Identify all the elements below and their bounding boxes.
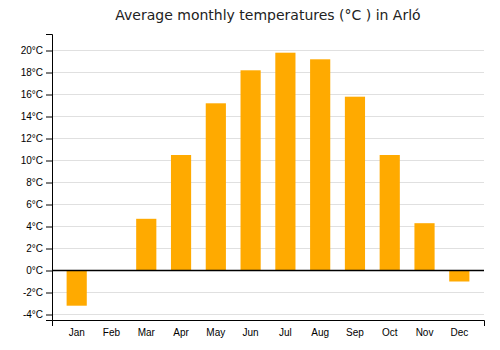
x-tick: Dec [450,327,468,338]
y-tick: 10°C [21,155,52,166]
grid-line [52,138,484,139]
y-tick: 4°C [26,221,52,232]
bar [275,53,295,271]
bar [414,223,434,270]
x-tick-label: Oct [382,327,398,338]
grid-line [52,292,484,293]
y-tick-label: 12°C [21,133,43,144]
x-tick: Jul [279,327,292,338]
y-tick: 18°C [21,67,52,78]
y-tick-mark [46,205,52,206]
y-tick-mark [46,73,52,74]
grid-line [52,182,484,183]
x-tick-label: Apr [173,327,189,338]
y-tick-label: 2°C [26,243,43,254]
bar [206,103,226,270]
y-tick-label: -2°C [23,287,43,298]
y-tick-mark [46,161,52,162]
bar [345,97,365,271]
y-tick-mark [46,139,52,140]
x-axis: Jan Feb Mar Apr May Jun Jul Aug Sep Oct Nov Dec [53,321,485,339]
x-tick: Mar [138,327,156,338]
y-tick-mark [46,315,52,316]
bar [136,219,156,271]
x-tick: Feb [103,327,121,338]
y-tick: 14°C [21,111,52,122]
title: Average monthly temperatures (°C ) in Ar… [115,7,420,23]
x-tick: Nov [416,327,434,338]
y-tick-label: 10°C [21,155,43,166]
y-tick-mark [46,51,52,52]
x-tick-label: Sep [346,327,364,338]
bars [52,53,484,306]
x-tick: Jan [69,327,85,338]
y-tick-label: 14°C [21,111,43,122]
x-tick-label: Aug [311,327,329,338]
x-tick-label: Dec [450,327,468,338]
y-tick-label: 6°C [26,199,43,210]
x-tick-label: Nov [416,327,434,338]
y-tick-mark [46,95,52,96]
y-tick: 12°C [21,133,52,144]
x-tick-label: Jan [69,327,85,338]
y-tick-label: 4°C [26,221,43,232]
x-tick: Jun [243,327,259,338]
y-tick: 16°C [21,89,52,100]
y-tick-mark [46,271,52,272]
chart: -4°C -2°C 0°C 2°C 4°C 6°C 8°C 10°C 12°C 14°C 16°C 1… [0,0,500,350]
grid [52,51,484,315]
x-tick: May [206,327,225,338]
y-tick-label: 16°C [21,89,43,100]
y-tick: 0°C [26,265,52,276]
y-tick-label: 0°C [26,265,43,276]
y-tick-mark [46,249,52,250]
y-tick-mark [46,183,52,184]
bar [310,59,330,270]
y-tick: 6°C [26,199,52,210]
x-tick: Sep [346,327,364,338]
bar [67,271,87,306]
y-tick-label: -4°C [23,309,43,320]
y-tick-mark [46,227,52,228]
y-tick-mark [46,117,52,118]
y-axis: -4°C -2°C 0°C 2°C 4°C 6°C 8°C 10°C 12°C 14°C 16°C 1… [21,35,53,321]
grid-line [52,72,484,73]
x-tick-label: Jun [243,327,259,338]
y-tick-label: 20°C [21,45,43,56]
y-tick: 20°C [21,45,52,56]
y-tick: -4°C [23,309,52,320]
x-tick: Apr [173,327,189,338]
grid-line [52,204,484,205]
x-axis-line [53,321,485,327]
bar [380,155,400,271]
x-tick-label: Jul [279,327,292,338]
zero-line [52,270,484,272]
bar [241,70,261,270]
x-tick-label: Feb [103,327,121,338]
grid-line [52,50,484,51]
bar [171,155,191,271]
bar [449,271,469,282]
grid-line [52,116,484,117]
y-tick: -2°C [23,287,52,298]
y-tick: 8°C [26,177,52,188]
y-tick-mark [46,293,52,294]
plot: -4°C -2°C 0°C 2°C 4°C 6°C 8°C 10°C 12°C 14°C 16°C 1… [21,35,485,339]
x-tick: Oct [382,327,398,338]
grid-line [52,160,484,161]
x-tick-label: Mar [138,327,156,338]
y-axis-line [46,35,53,321]
y-tick-label: 18°C [21,67,43,78]
grid-line [52,94,484,95]
y-tick: 2°C [26,243,52,254]
grid-line [52,270,484,271]
x-tick-label: May [206,327,225,338]
x-tick: Aug [311,327,329,338]
y-tick-label: 8°C [26,177,43,188]
grid-line [52,314,484,315]
